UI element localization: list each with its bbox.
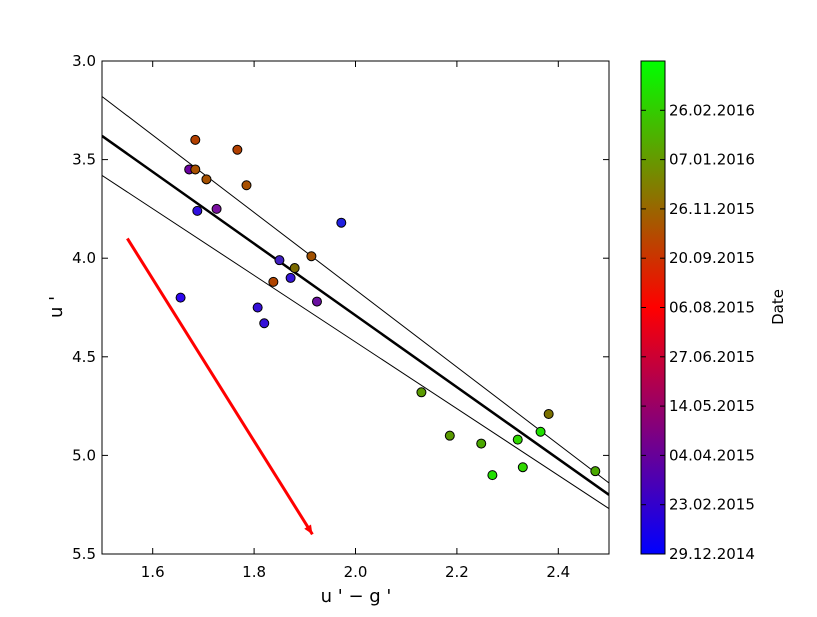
y-tick-label: 3.5 bbox=[72, 151, 96, 169]
colorbar-tick-label: 07.01.2016 bbox=[669, 151, 755, 169]
y-axis-label: u ' bbox=[46, 296, 67, 318]
data-point bbox=[512, 434, 523, 445]
band-line bbox=[102, 96, 609, 484]
x-tick-label: 2.2 bbox=[445, 563, 469, 581]
data-point bbox=[211, 203, 222, 214]
data-point bbox=[201, 174, 212, 185]
colorbar-tick-label: 29.12.2014 bbox=[669, 545, 755, 563]
y-tick-label: 3.0 bbox=[72, 52, 96, 70]
data-point bbox=[175, 292, 186, 303]
data-point bbox=[336, 217, 347, 228]
data-point bbox=[252, 302, 263, 313]
data-point bbox=[268, 276, 279, 287]
arrow-shaft bbox=[126, 237, 314, 536]
data-point bbox=[190, 134, 201, 145]
data-point bbox=[285, 272, 296, 283]
data-point bbox=[487, 470, 498, 481]
x-axis-ticks: 1.6 1.8 2.0 2.2 2.4 bbox=[141, 61, 570, 581]
plot-area bbox=[102, 61, 609, 554]
x-tick-label: 1.6 bbox=[141, 563, 165, 581]
y-tick-label: 4.0 bbox=[72, 249, 96, 267]
x-tick-label: 1.8 bbox=[242, 563, 266, 581]
y-tick-label: 4.5 bbox=[72, 348, 96, 366]
band-line bbox=[102, 174, 609, 510]
data-point bbox=[274, 255, 285, 266]
x-tick-label: 2.0 bbox=[344, 563, 368, 581]
data-point bbox=[543, 408, 554, 419]
data-point bbox=[416, 387, 427, 398]
data-point bbox=[306, 251, 317, 262]
data-point bbox=[259, 318, 270, 329]
data-point bbox=[444, 430, 455, 441]
colorbar-tick-label: 06.08.2015 bbox=[669, 299, 755, 317]
data-point bbox=[590, 466, 601, 477]
colorbar-tick-label: 20.09.2015 bbox=[669, 249, 755, 267]
data-point bbox=[535, 426, 546, 437]
data-point bbox=[476, 438, 487, 449]
x-tick-label: 2.4 bbox=[546, 563, 570, 581]
arrow-head bbox=[304, 524, 313, 535]
colorbar-tick-label: 26.11.2015 bbox=[669, 200, 755, 218]
y-tick-label: 5.5 bbox=[72, 545, 96, 563]
data-point bbox=[517, 462, 528, 473]
colorbar-tick-label: 04.04.2015 bbox=[669, 446, 755, 464]
data-point bbox=[241, 180, 252, 191]
colorbar-tick-label: 14.05.2015 bbox=[669, 397, 755, 415]
x-axis-label: u ' − g ' bbox=[321, 586, 392, 607]
colorbar-ticks: 29.12.2014 23.02.2015 04.04.2015 14.05.2015… bbox=[641, 101, 755, 563]
colorbar-label: Date bbox=[769, 289, 787, 325]
data-point bbox=[192, 205, 203, 216]
colorbar-tick-label: 26.02.2016 bbox=[669, 101, 755, 119]
data-point bbox=[311, 296, 322, 307]
data-points bbox=[175, 134, 601, 481]
direction-arrow bbox=[126, 237, 314, 536]
fit-lines bbox=[102, 96, 609, 510]
data-point bbox=[190, 164, 201, 175]
data-point bbox=[289, 263, 300, 274]
colorbar-tick-label: 27.06.2015 bbox=[669, 348, 755, 366]
data-point bbox=[232, 144, 243, 155]
y-tick-label: 5.0 bbox=[72, 446, 96, 464]
colorbar-tick-label: 23.02.2015 bbox=[669, 496, 755, 514]
y-axis-ticks: 3.0 3.5 4.0 4.5 5.0 5.5 bbox=[72, 52, 609, 563]
fit-line bbox=[102, 134, 609, 496]
